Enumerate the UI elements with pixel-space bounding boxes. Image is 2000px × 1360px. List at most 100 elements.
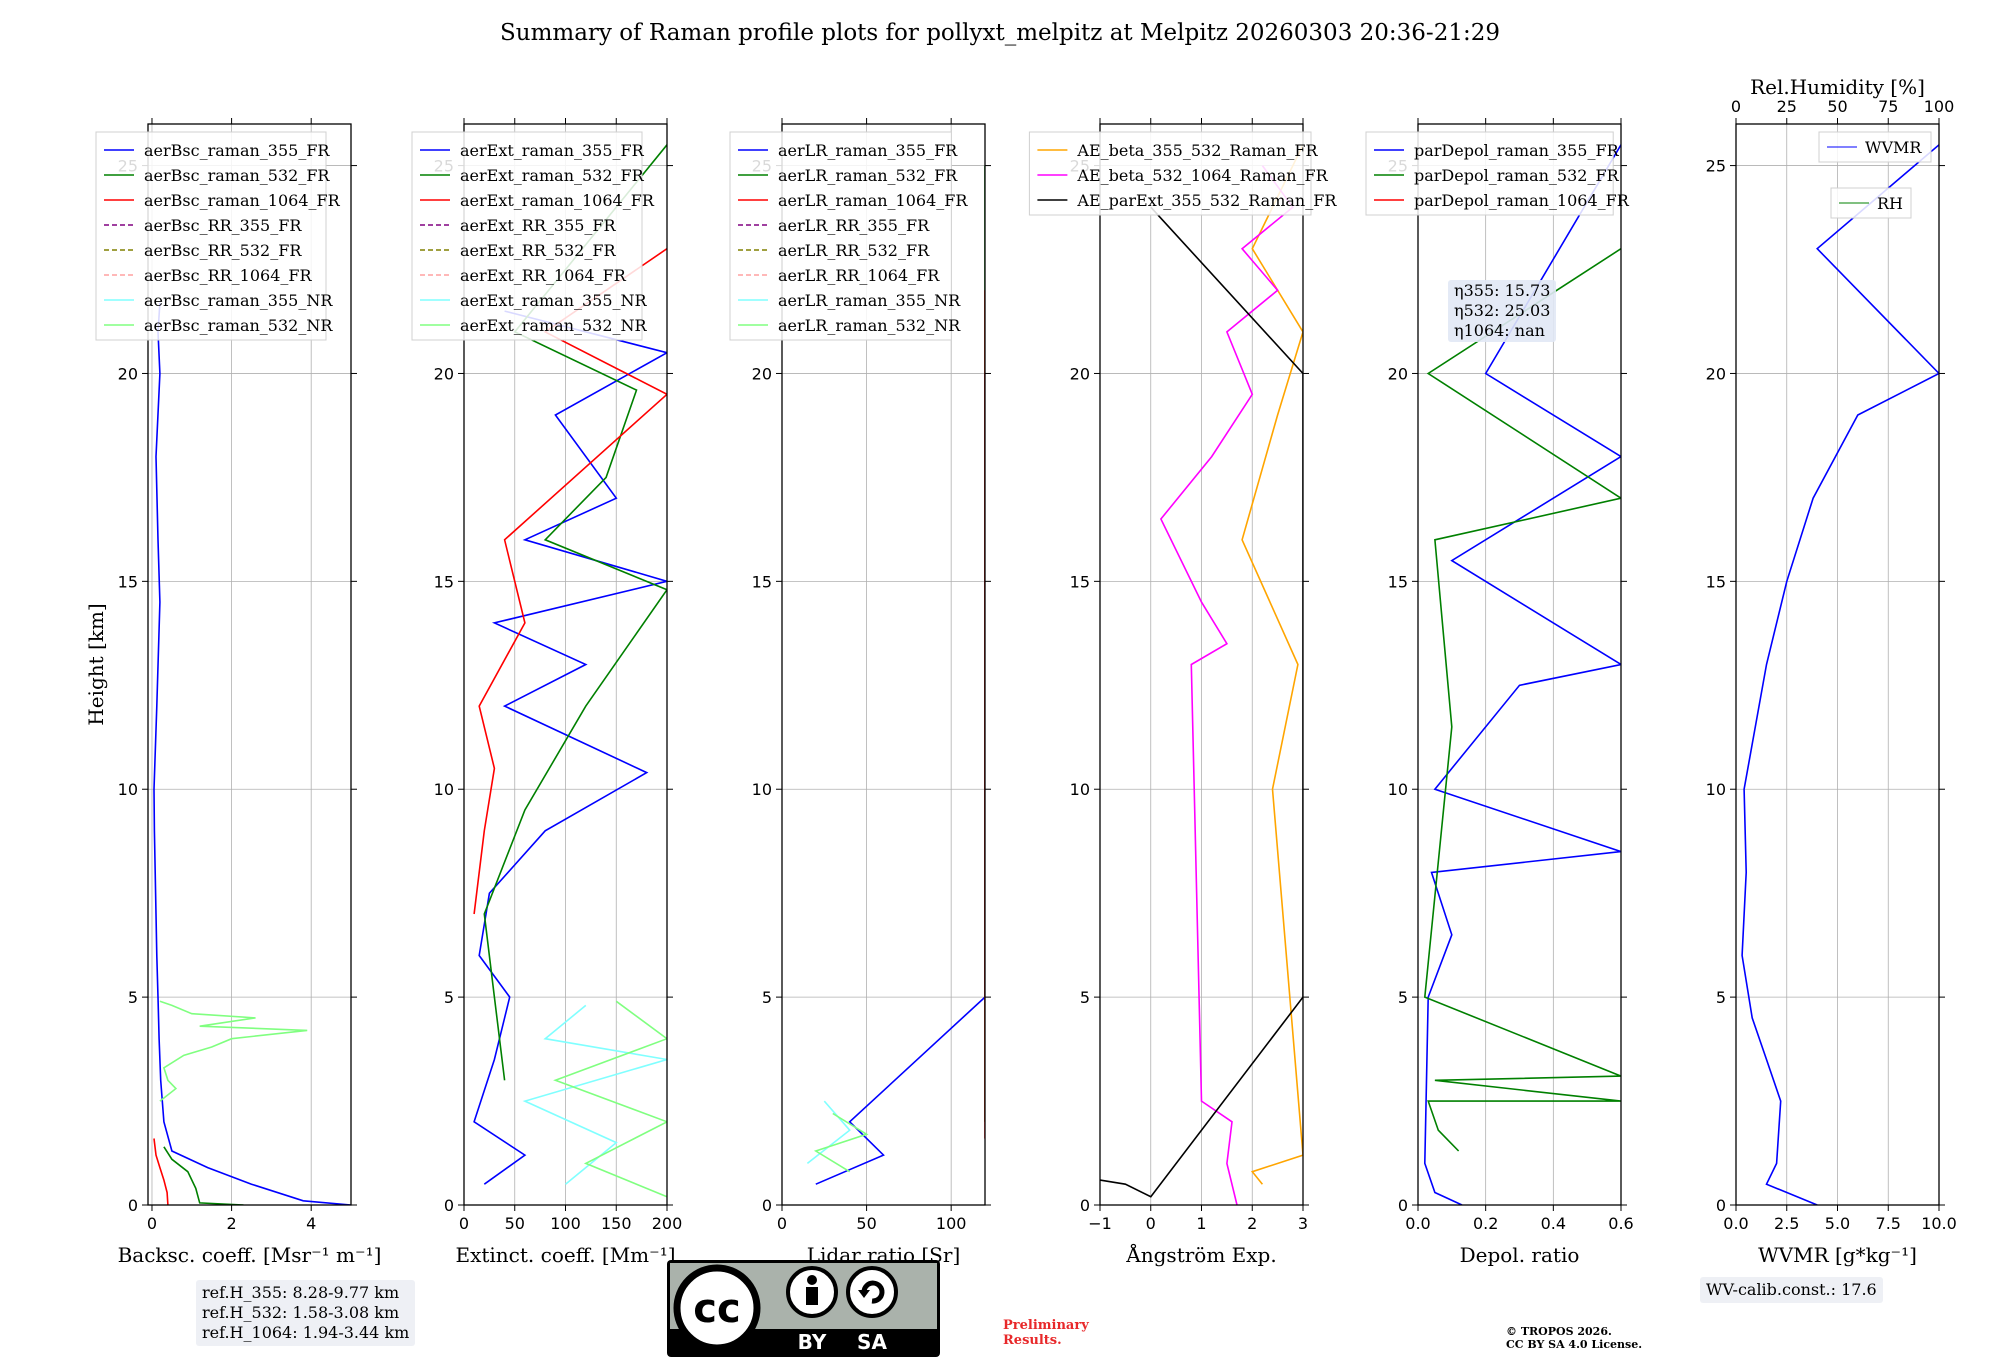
top-x-tick-label: 75 <box>1878 97 1898 116</box>
eta-values-box: η355: 15.73 η532: 25.03 η1064: nan <box>1448 280 1557 342</box>
y-tick-label: 15 <box>752 572 772 591</box>
series-line-aerBsc_raman_1064_FR <box>153 1138 169 1205</box>
legend-label: aerLR_raman_1064_FR <box>778 191 968 210</box>
legend-label: aerLR_raman_355_NR <box>778 291 961 310</box>
legend-angstrom: AE_beta_355_532_Raman_FR AE_beta_532_1064… <box>1028 131 1337 216</box>
legend-label: AE_beta_532_1064_Raman_FR <box>1076 166 1328 185</box>
panel-backscatter: 0240510152025Backsc. coeff. [Msr⁻¹ m⁻¹]H… <box>84 118 381 1267</box>
x-tick-label: 7.5 <box>1876 1214 1901 1233</box>
legend-frame <box>1365 131 1614 216</box>
y-tick-label: 5 <box>1398 988 1408 1007</box>
x-tick-label: 2 <box>226 1214 236 1233</box>
x-axis-label: WVMR [g*kg⁻¹] <box>1758 1243 1917 1267</box>
copyright-note: © TROPOS 2026. CC BY SA 4.0 License. <box>1506 1325 1642 1351</box>
series-line-aerExt_raman_1064_FR <box>473 248 667 915</box>
top-x-tick-label: 100 <box>1924 97 1955 116</box>
legend-label: aerLR_raman_355_FR <box>778 141 958 160</box>
by-text: BY <box>798 1330 827 1354</box>
series-group <box>153 302 351 1205</box>
top-x-tick-label: 50 <box>1827 97 1847 116</box>
x-axis-label: Extinct. coeff. [Mm⁻¹] <box>455 1243 675 1267</box>
ref-height-355: ref.H_355: 8.28-9.77 km <box>202 1283 400 1302</box>
y-tick-label: 20 <box>1070 364 1090 383</box>
legend-label: aerLR_RR_532_FR <box>778 241 930 260</box>
plot-frame <box>1417 123 1622 1206</box>
wv-calib-box: WV-calib.const.: 17.6 <box>1700 1277 1883 1303</box>
y-tick-label: 10 <box>1706 780 1726 799</box>
series-line-AE_beta_355_532_Raman_FR <box>1241 144 1303 1185</box>
legend-label: aerExt_raman_1064_FR <box>460 191 655 210</box>
copyright-line-2: CC BY SA 4.0 License. <box>1506 1338 1643 1351</box>
y-tick-label: 15 <box>118 572 138 591</box>
x-tick-label: 5.0 <box>1825 1214 1850 1233</box>
y-tick-label: 0 <box>1716 1196 1726 1215</box>
y-tick-label: 5 <box>444 988 454 1007</box>
series-line-aerLR_raman_355_NR <box>806 1100 851 1165</box>
y-axis-label: Height [km] <box>84 603 108 725</box>
y-tick-label: 15 <box>434 572 454 591</box>
legend-label: aerLR_RR_355_FR <box>778 216 930 235</box>
copyright-line-1: © TROPOS 2026. <box>1506 1325 1612 1338</box>
legend-label: aerExt_raman_532_NR <box>460 316 648 335</box>
series-line-aerBsc_raman_532_FR <box>163 1146 244 1205</box>
legend-label: AE_beta_355_532_Raman_FR <box>1076 141 1318 160</box>
legend-label: aerExt_raman_355_NR <box>460 291 648 310</box>
legend-backscatter: aerBsc_raman_355_FR aerBsc_raman_532_FRae… <box>95 131 341 341</box>
x-tick-label: 3 <box>1298 1214 1308 1233</box>
legend-frame <box>1028 131 1312 216</box>
y-tick-label: 5 <box>1080 988 1090 1007</box>
panel-water_vapor: 0.0 2.5 5.0 7.5 10.0 0 5 10 15 20 25 WVMR [g*kg⁻¹] 0… <box>1706 75 1957 1267</box>
sa-share-icon <box>846 1266 898 1318</box>
series-line-aerExt_raman_355_NR <box>522 1004 667 1185</box>
legend-RH: RH <box>1830 187 1912 219</box>
legend-label: aerBsc_RR_532_FR <box>144 241 302 260</box>
series-group <box>1741 144 1939 1205</box>
y-tick-label: 20 <box>1388 364 1408 383</box>
legend-label: parDepol_raman_1064_FR <box>1414 191 1630 210</box>
x-axis-label: Ångström Exp. <box>1125 1242 1276 1267</box>
ref-height-532: ref.H_532: 1.58-3.08 km <box>202 1303 400 1322</box>
y-tick-label: 20 <box>752 364 772 383</box>
x-tick-label: 0.2 <box>1473 1214 1498 1233</box>
legend-label: aerExt_raman_355_FR <box>460 141 645 160</box>
figure-title: Summary of Raman profile plots for polly… <box>500 20 1500 46</box>
y-tick-label: 5 <box>1716 988 1726 1007</box>
series-line-parDepol_raman_355_FR <box>1423 144 1621 1205</box>
series-line-aerExt_raman_532_FR <box>483 144 667 1081</box>
x-tick-label: 0.0 <box>1723 1214 1748 1233</box>
ref-height-1064: ref.H_1064: 1.94-3.44 km <box>202 1323 410 1342</box>
sa-text: SA <box>857 1330 887 1354</box>
x-tick-label: 100 <box>936 1214 967 1233</box>
legend-label: aerLR_raman_532_NR <box>778 316 961 335</box>
x-tick-label: 50 <box>856 1214 876 1233</box>
cc-icon <box>673 1264 761 1352</box>
legend-label: AE_parExt_355_532_Raman_FR <box>1076 191 1337 210</box>
y-tick-label: 0 <box>1080 1196 1090 1215</box>
legend-label: aerExt_raman_532_FR <box>460 166 645 185</box>
y-tick-label: 0 <box>444 1196 454 1215</box>
y-tick-label: 10 <box>1388 780 1408 799</box>
legend-label: aerBsc_raman_532_NR <box>144 316 333 335</box>
x-tick-label: 200 <box>652 1214 683 1233</box>
y-tick-label: 20 <box>1706 364 1726 383</box>
legend-label: aerExt_RR_532_FR <box>460 241 617 260</box>
legend-label: aerBsc_raman_532_FR <box>144 166 330 185</box>
y-tick-label: 10 <box>118 780 138 799</box>
plot-frame <box>781 123 986 1206</box>
series-group <box>806 165 985 1185</box>
series-line-aerExt_raman_532_NR <box>553 1000 667 1198</box>
y-tick-label: 10 <box>1070 780 1090 799</box>
preliminary-line-1: Preliminary <box>1003 1318 1089 1333</box>
y-tick-label: 15 <box>1070 572 1090 591</box>
plot-frame <box>147 123 352 1206</box>
x-tick-label: 4 <box>306 1214 316 1233</box>
legend-label: aerBsc_RR_1064_FR <box>144 266 313 285</box>
x-tick-label: 1 <box>1196 1214 1206 1233</box>
x-tick-label: 50 <box>505 1214 525 1233</box>
reference-heights-box: ref.H_355: 8.28-9.77 km ref.H_532: 1.58-… <box>196 1280 416 1346</box>
legend-label: aerLR_raman_532_FR <box>778 166 958 185</box>
series-line-aerBsc_raman_355_FR <box>153 302 351 1205</box>
series-line-parDepol_raman_532_FR <box>1423 248 1621 1152</box>
legend-WVMR: WVMR <box>1818 131 1932 163</box>
